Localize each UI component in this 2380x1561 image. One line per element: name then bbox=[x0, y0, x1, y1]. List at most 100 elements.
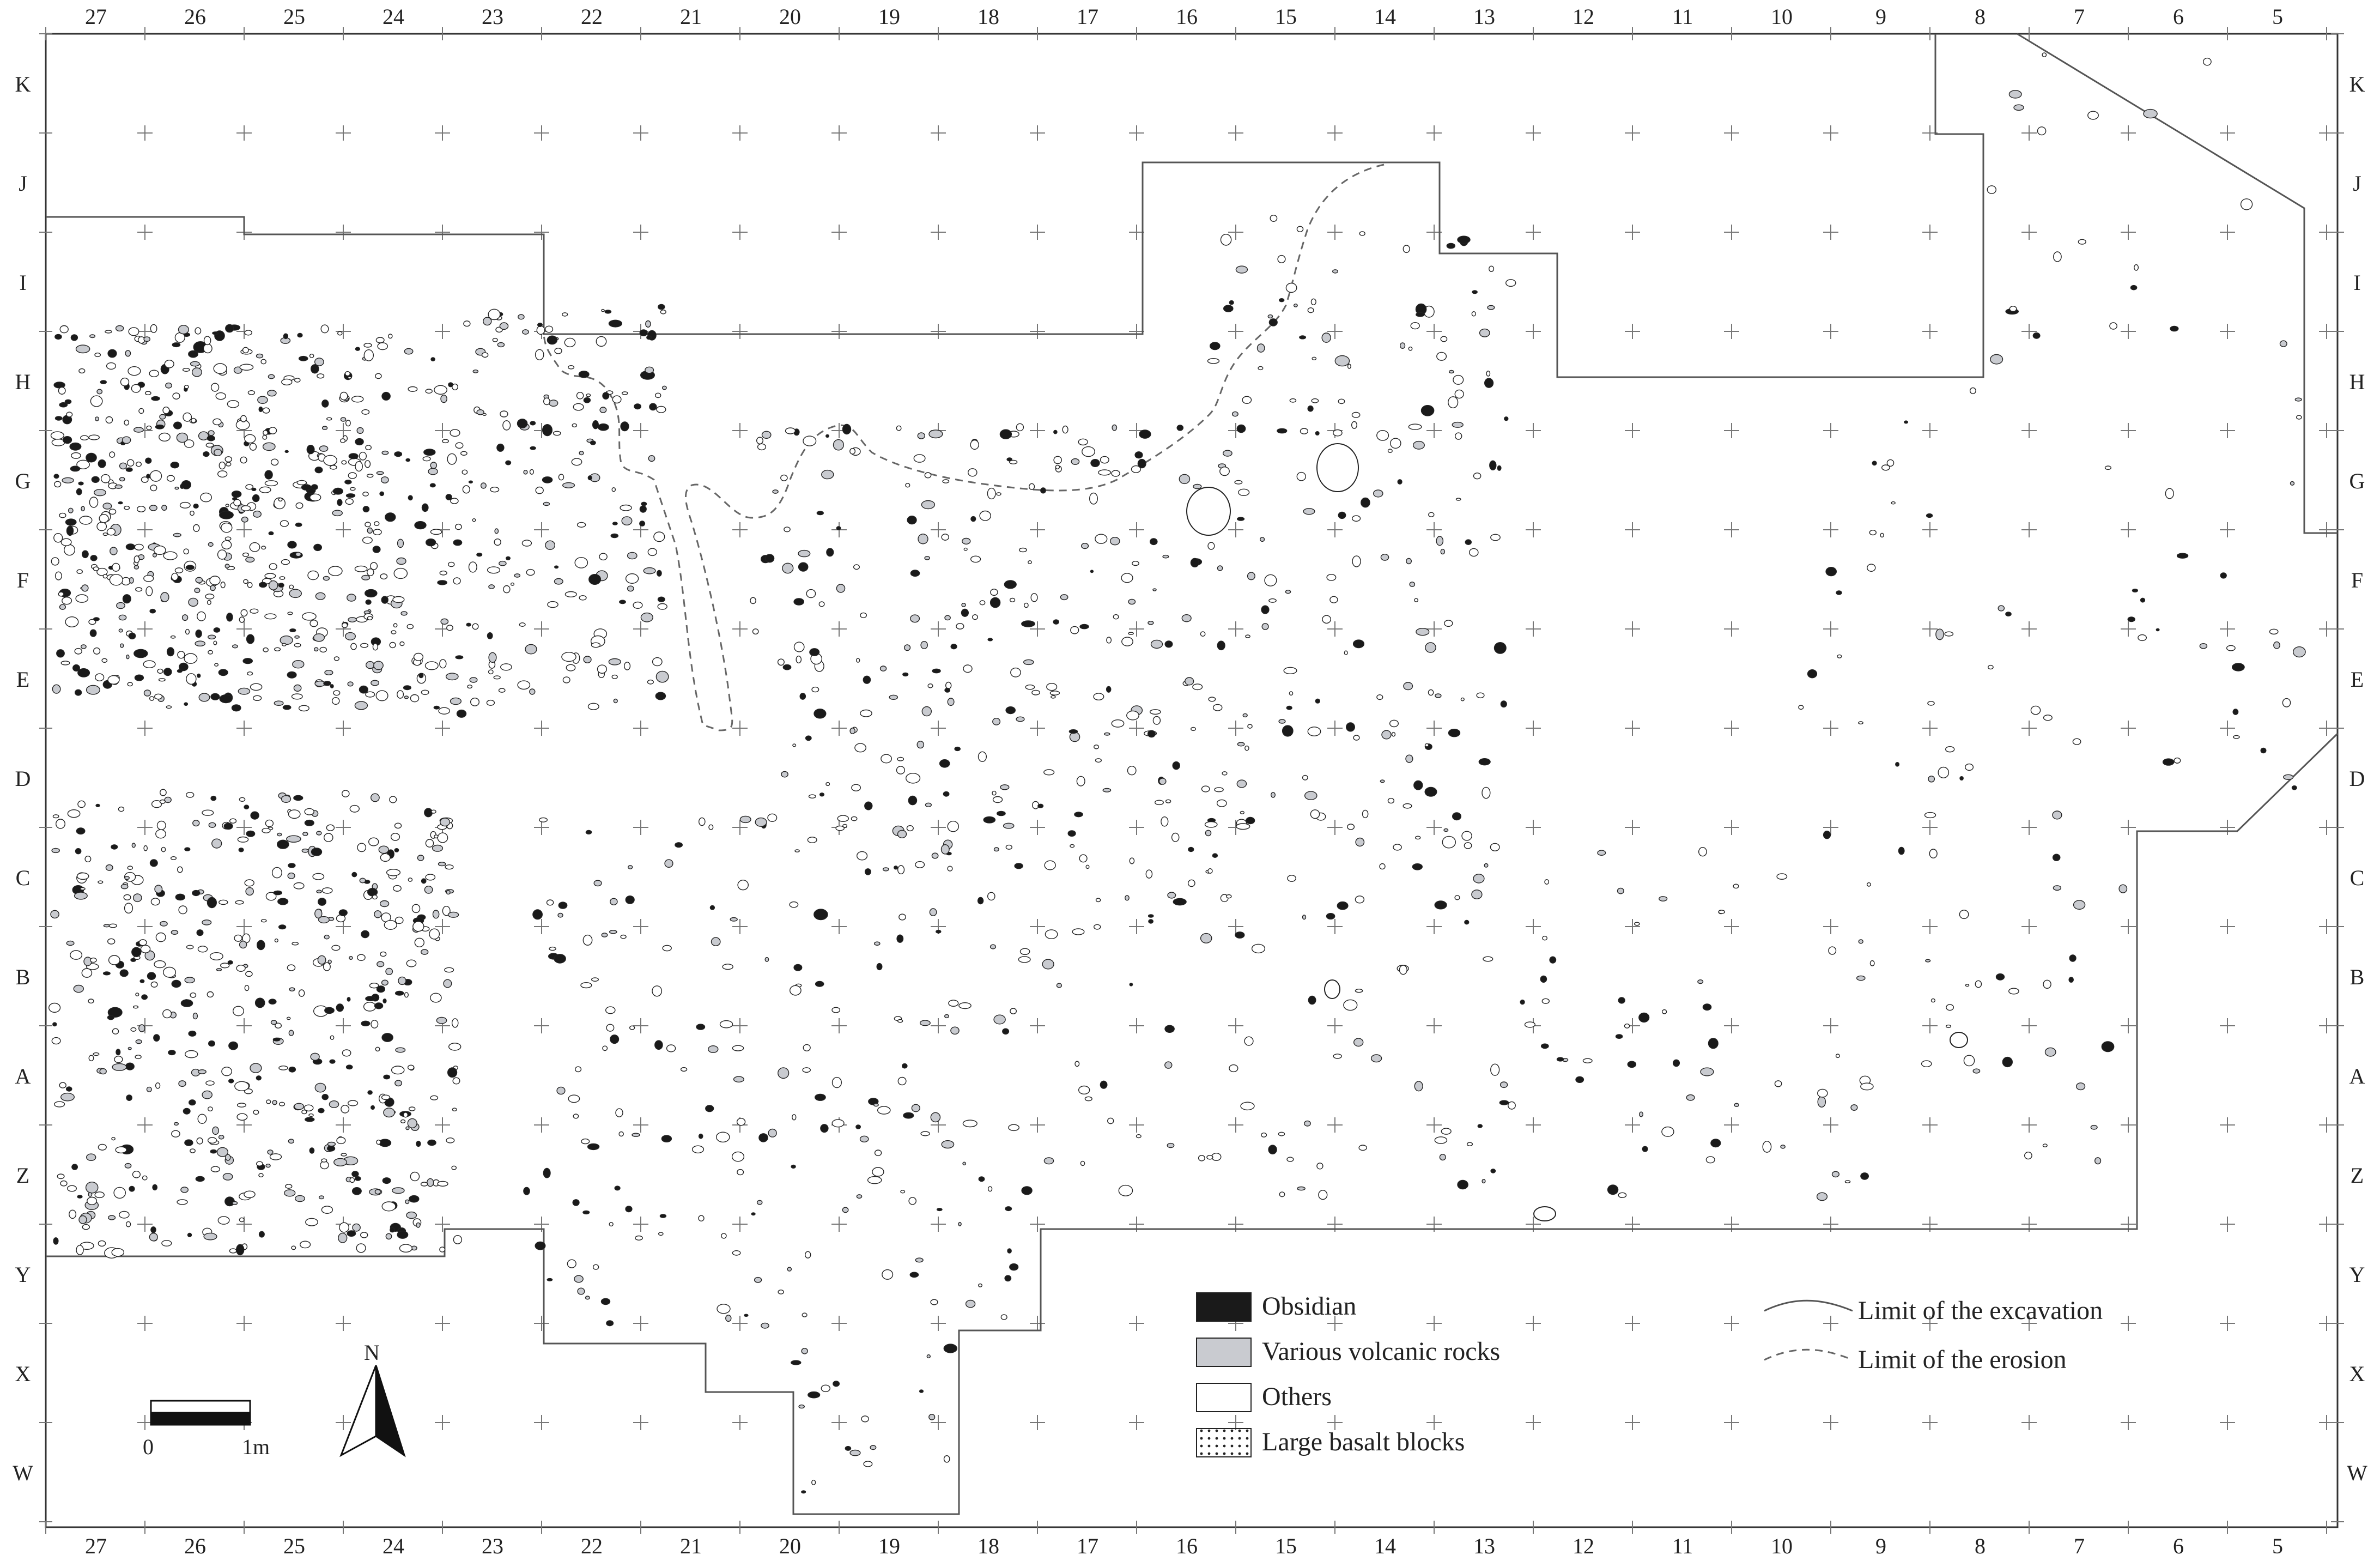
find-marker bbox=[1997, 605, 2005, 612]
find-marker bbox=[691, 1145, 705, 1154]
find-marker bbox=[1219, 466, 1230, 476]
find-marker bbox=[195, 640, 206, 646]
find-marker bbox=[196, 929, 204, 936]
find-marker bbox=[1079, 624, 1089, 630]
grid-cross bbox=[1327, 820, 1343, 835]
find-marker bbox=[316, 890, 322, 893]
find-marker bbox=[241, 516, 248, 523]
find-marker bbox=[327, 959, 332, 964]
grid-cross bbox=[2121, 125, 2136, 141]
find-marker bbox=[427, 1139, 436, 1146]
grid-cross bbox=[732, 1018, 748, 1033]
find-marker bbox=[1134, 451, 1143, 459]
column-label-bottom: 8 bbox=[1975, 1534, 1986, 1558]
find-marker bbox=[1686, 1094, 1695, 1101]
find-marker bbox=[466, 622, 471, 627]
column-label-bottom: 23 bbox=[482, 1534, 503, 1558]
find-marker bbox=[1881, 464, 1890, 471]
find-marker bbox=[1304, 1120, 1311, 1127]
find-marker bbox=[782, 562, 794, 574]
find-marker bbox=[1381, 730, 1392, 740]
find-marker bbox=[390, 833, 400, 841]
find-marker bbox=[188, 1030, 197, 1037]
find-marker bbox=[836, 584, 846, 593]
find-marker bbox=[453, 1235, 463, 1244]
column-label-top: 23 bbox=[482, 4, 503, 29]
find-marker bbox=[129, 577, 134, 584]
find-marker bbox=[1009, 597, 1016, 603]
find-marker bbox=[987, 892, 995, 901]
find-marker bbox=[1190, 558, 1199, 568]
find-marker bbox=[864, 868, 871, 875]
find-marker bbox=[351, 872, 357, 878]
find-marker bbox=[1376, 694, 1383, 700]
find-marker bbox=[389, 642, 396, 649]
find-marker bbox=[180, 1187, 189, 1193]
find-marker bbox=[906, 825, 914, 832]
find-marker bbox=[286, 835, 301, 843]
find-marker bbox=[751, 1212, 756, 1216]
column-label-bottom: 10 bbox=[1771, 1534, 1793, 1558]
find-marker bbox=[756, 1200, 763, 1205]
find-marker bbox=[1100, 1080, 1108, 1089]
find-marker bbox=[889, 694, 898, 700]
find-marker bbox=[831, 1119, 845, 1128]
find-marker bbox=[755, 817, 767, 827]
find-marker bbox=[2292, 646, 2306, 658]
find-marker bbox=[1187, 879, 1195, 887]
grid-cross bbox=[931, 225, 946, 240]
find-marker bbox=[658, 1232, 664, 1236]
scale-bar: 0 1m bbox=[143, 1400, 270, 1459]
find-marker bbox=[1959, 910, 1969, 919]
grid-cross bbox=[1228, 125, 1243, 141]
find-marker bbox=[149, 505, 157, 511]
find-marker bbox=[160, 921, 168, 927]
find-marker bbox=[698, 1133, 703, 1139]
find-marker bbox=[135, 461, 142, 467]
find-marker bbox=[149, 1232, 158, 1242]
find-marker bbox=[319, 445, 329, 452]
find-marker bbox=[226, 613, 233, 622]
find-marker bbox=[1185, 677, 1194, 686]
find-marker bbox=[958, 1002, 972, 1009]
find-marker bbox=[1106, 686, 1112, 693]
find-marker bbox=[1661, 1126, 1674, 1137]
find-marker bbox=[1279, 1191, 1285, 1197]
find-marker bbox=[374, 1002, 384, 1009]
find-marker bbox=[51, 1037, 61, 1045]
find-marker bbox=[173, 421, 183, 429]
find-marker bbox=[418, 673, 424, 679]
find-marker bbox=[1222, 450, 1232, 457]
find-marker bbox=[2290, 481, 2295, 486]
find-marker bbox=[859, 1135, 869, 1143]
find-marker bbox=[808, 794, 816, 798]
find-marker bbox=[146, 474, 151, 479]
find-marker bbox=[1995, 973, 2005, 981]
find-marker bbox=[293, 684, 302, 692]
find-marker bbox=[98, 880, 104, 884]
find-marker bbox=[191, 367, 202, 377]
find-marker bbox=[324, 934, 330, 940]
row-label-right: F bbox=[2351, 568, 2363, 592]
find-marker bbox=[397, 1230, 409, 1239]
grid-cross bbox=[1426, 423, 1442, 438]
find-marker bbox=[171, 979, 181, 988]
find-marker bbox=[733, 1076, 744, 1082]
find-marker bbox=[576, 522, 586, 528]
find-marker bbox=[476, 553, 483, 557]
find-marker bbox=[1074, 1061, 1080, 1067]
find-marker bbox=[804, 1251, 811, 1259]
find-marker bbox=[264, 480, 278, 487]
find-marker bbox=[422, 456, 431, 462]
find-marker bbox=[154, 693, 163, 700]
grid-cross bbox=[831, 919, 847, 934]
find-marker bbox=[127, 366, 141, 376]
find-marker bbox=[1207, 868, 1213, 874]
find-marker bbox=[434, 385, 447, 395]
find-marker bbox=[1860, 1082, 1874, 1091]
find-marker bbox=[1186, 487, 1231, 536]
grid-cross bbox=[633, 621, 648, 637]
find-marker bbox=[558, 901, 568, 909]
find-marker bbox=[1326, 574, 1337, 581]
find-marker bbox=[438, 707, 451, 715]
